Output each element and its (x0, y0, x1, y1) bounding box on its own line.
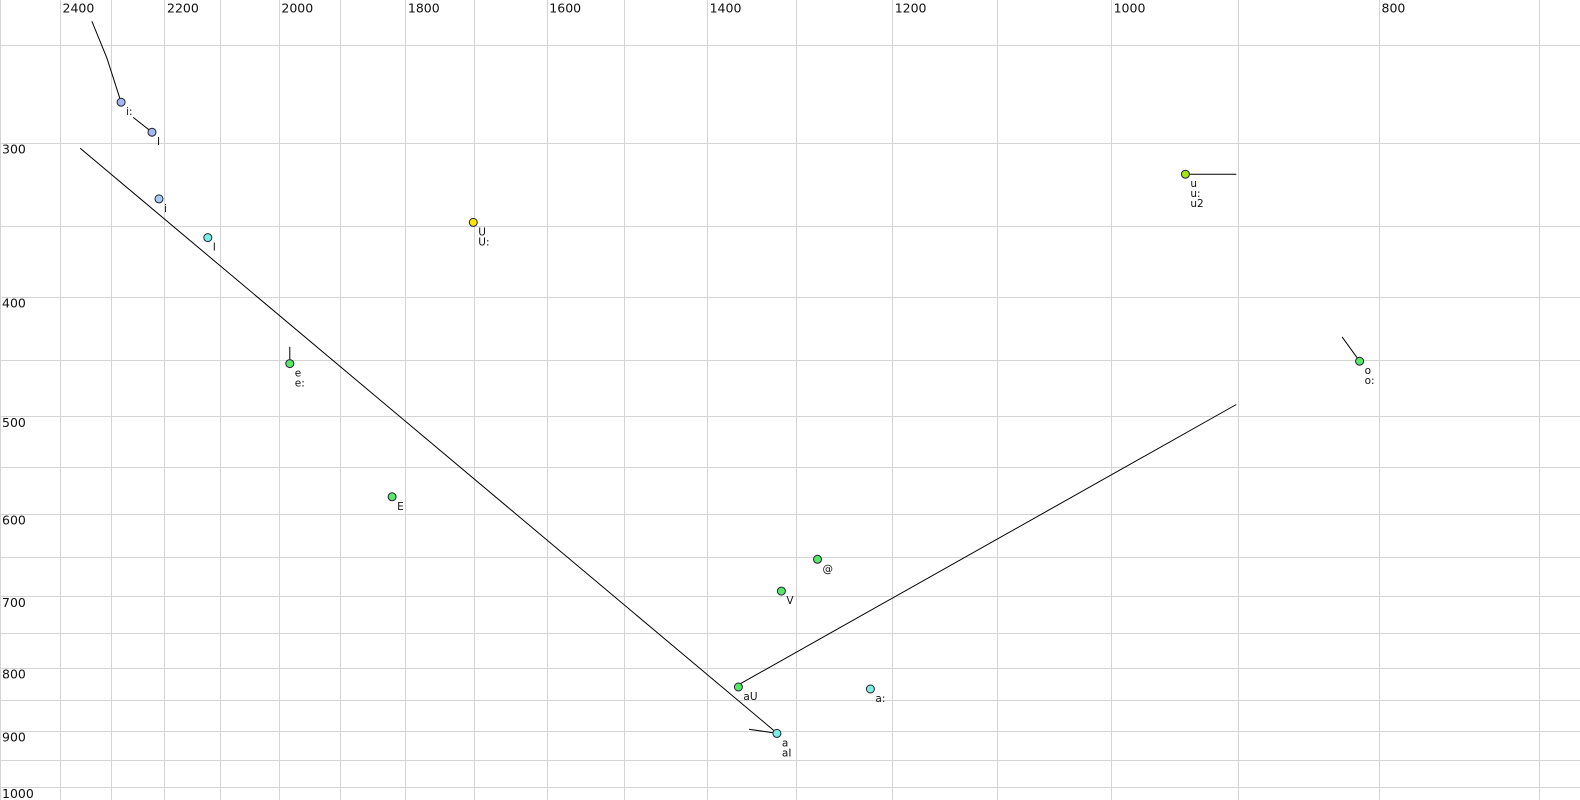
x-axis-tick-1600: 1600 (549, 1, 581, 16)
vowel-label-aI: aI (782, 747, 792, 759)
x-axis-tick-1000: 1000 (1114, 1, 1146, 16)
vowel-point-a: (865, 684, 875, 694)
diagonal-left-edge-line (79, 147, 777, 733)
vowel-label-u: u (1190, 178, 1197, 190)
diagonal-right-edge-line (739, 404, 1237, 685)
x-axis-tick-1800: 1800 (408, 1, 440, 16)
vowel-point-E (387, 492, 397, 502)
vowel-point-u (1180, 169, 1190, 179)
y-axis-tick-600: 600 (2, 513, 26, 528)
vowel-label-e: e (295, 368, 301, 380)
trajectory-into-a-line (748, 728, 777, 734)
y-axis-tick-800: 800 (2, 667, 26, 682)
vowel-point-i: (116, 97, 126, 107)
vowel-point-I (203, 233, 213, 243)
vowel-label-E: E (397, 501, 404, 513)
x-axis-tick-800: 800 (1382, 1, 1406, 16)
vowel-label-a: a (782, 737, 788, 749)
vowel-point-U (468, 217, 478, 227)
x-axis-tick-2200: 2200 (167, 1, 199, 16)
vowel-point-a (772, 728, 782, 738)
trajectory-into-i-long-line (91, 21, 122, 103)
vowel-label-o: o (1365, 365, 1371, 377)
vowel-label-i: i (164, 203, 167, 215)
y-axis-tick-1000: 1000 (2, 786, 34, 800)
vowel-label-aU: aU (743, 691, 757, 703)
vowel-label-u2: u2 (1190, 198, 1203, 210)
vowel-label-I: I (213, 242, 216, 254)
y-axis-tick-700: 700 (2, 595, 26, 610)
vowel-label-a:: a: (875, 693, 885, 705)
vowel-label-e:: e: (295, 378, 305, 390)
x-axis-tick-2400: 2400 (63, 1, 95, 16)
vowel-point-i (154, 194, 164, 204)
vowel-label-U: U (478, 226, 486, 238)
x-axis-tick-1200: 1200 (895, 1, 927, 16)
vowel-label-u:: u: (1190, 188, 1200, 200)
x-axis-tick-1400: 1400 (710, 1, 742, 16)
y-axis-tick-900: 900 (2, 730, 26, 745)
vowel-point-V (776, 586, 786, 596)
y-axis-tick-300: 300 (2, 142, 26, 157)
y-axis-tick-500: 500 (2, 415, 26, 430)
vowel-point-aU (733, 682, 743, 692)
vowel-label-o:: o: (1365, 375, 1375, 387)
trajectory-into-o-line (1341, 336, 1361, 362)
vowel-label-I: I (157, 136, 160, 148)
vowel-point-o (1355, 356, 1365, 366)
vowel-label-i:: i: (126, 106, 132, 118)
vowel-point-e (285, 359, 295, 369)
vowel-label-@: @ (823, 563, 834, 575)
vowel-label-V: V (786, 595, 794, 607)
x-axis-tick-2000: 2000 (281, 1, 313, 16)
vowel-point-@ (813, 554, 822, 564)
vowel-label-U:: U: (478, 236, 489, 248)
vowel-point-I (147, 127, 157, 137)
y-axis-tick-400: 400 (2, 296, 26, 311)
